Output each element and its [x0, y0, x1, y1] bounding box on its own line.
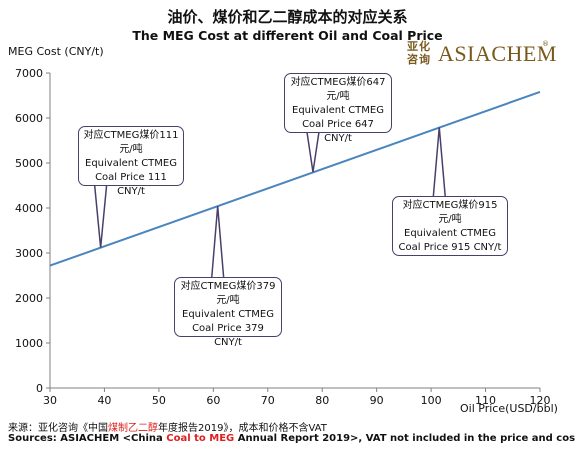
callout-text-cn: 对应CTMEG煤价379: [180, 281, 276, 292]
callout-coal-647: 对应CTMEG煤价647 元/吨 Equivalent CTMEG Coal P…: [284, 73, 392, 144]
y-tick-label: 0: [36, 382, 43, 395]
callout-coal-915: 对应CTMEG煤价915 元/吨 Equivalent CTMEG Coal P…: [392, 196, 508, 256]
callout-coal-379: 对应CTMEG煤价379 元/吨 Equivalent CTMEG Coal P…: [174, 277, 282, 348]
chart-title-en: The MEG Cost at different Oil and Coal P…: [132, 28, 443, 43]
callout-text-en: Equivalent CTMEG: [182, 309, 274, 320]
callout-text-cn: 对应CTMEG煤价647: [290, 77, 386, 88]
x-tick-label: 70: [261, 394, 275, 407]
source-note-cn-suffix: 年度报告2019》，成本和价格不含VAT: [158, 423, 327, 434]
callout-pointer: [210, 206, 225, 279]
y-tick-label: 2000: [15, 292, 43, 305]
callout-text-unit: 元/吨: [438, 214, 462, 225]
callout-text-unit: 元/吨: [326, 91, 350, 102]
y-tick-label: 5000: [15, 157, 43, 170]
callout-text-unit: 元/吨: [119, 144, 143, 155]
x-tick-label: 50: [152, 394, 166, 407]
x-tick-label: 110: [475, 394, 496, 407]
y-axis-label: MEG Cost (CNY/t): [8, 45, 104, 58]
x-axis-label: Oil Price(USD/bbl): [460, 402, 558, 415]
callout-text-en: Equivalent CTMEG: [292, 105, 384, 116]
callout-text-price: Coal Price 647 CNY/t: [302, 119, 374, 144]
logo-mark: 亚化 咨询: [402, 40, 436, 70]
source-note-en-prefix: Sources: ASIACHEM <China: [8, 433, 167, 444]
source-note-en-suffix: Annual Report 2019>, VAT not included in…: [234, 433, 575, 444]
callout-pointer: [432, 127, 447, 198]
logo-mark-line2: 咨询: [407, 53, 431, 66]
y-tick-label: 3000: [15, 247, 43, 260]
y-tick-label: 4000: [15, 202, 43, 215]
y-tick-label: 1000: [15, 337, 43, 350]
callout-text-price: Coal Price 111 CNY/t: [95, 172, 167, 197]
callout-text-price: Coal Price 379 CNY/t: [192, 323, 264, 348]
y-tick-label: 6000: [15, 112, 43, 125]
callout-text-unit: 元/吨: [216, 295, 240, 306]
callout-text-en: Equivalent CTMEG: [85, 158, 177, 169]
y-tick-label: 7000: [15, 67, 43, 80]
asiachem-logo: 亚化 咨询 ASIACHEM ®: [402, 40, 556, 70]
callout-text-en: Equivalent CTMEG: [404, 228, 496, 239]
x-tick-label: 40: [97, 394, 111, 407]
source-note-cn-prefix: 来源：亚化咨询《中国: [8, 423, 108, 434]
source-note-en-highlight: Coal to MEG: [166, 433, 235, 444]
x-tick-label: 80: [315, 394, 329, 407]
callout-coal-111: 对应CTMEG煤价111 元/吨 Equivalent CTMEG Coal P…: [78, 126, 184, 197]
x-tick-label: 30: [43, 394, 57, 407]
x-tick-label: 120: [530, 394, 551, 407]
source-note-cn: 来源：亚化咨询《中国煤制乙二醇年度报告2019》，成本和价格不含VAT: [8, 419, 327, 434]
x-tick-label: 90: [370, 394, 384, 407]
chart-title-cn: 油价、煤价和乙二醇成本的对应关系: [167, 8, 408, 26]
source-note-cn-highlight: 煤制乙二醇: [108, 423, 158, 434]
x-tick-label: 100: [421, 394, 442, 407]
series-line: [49, 90, 541, 267]
callout-text-cn: 对应CTMEG煤价111: [83, 130, 179, 141]
source-note-en: Sources: ASIACHEM <China Coal to MEG Ann…: [8, 433, 575, 444]
x-tick-label: 60: [206, 394, 220, 407]
callout-text-price: Coal Price 915 CNY/t: [398, 242, 502, 253]
logo-registered-mark: ®: [542, 40, 549, 48]
callout-text-cn: 对应CTMEG煤价915: [402, 200, 498, 211]
logo-name: ASIACHEM: [438, 41, 557, 66]
logo-mark-line1: 亚化: [407, 40, 431, 53]
